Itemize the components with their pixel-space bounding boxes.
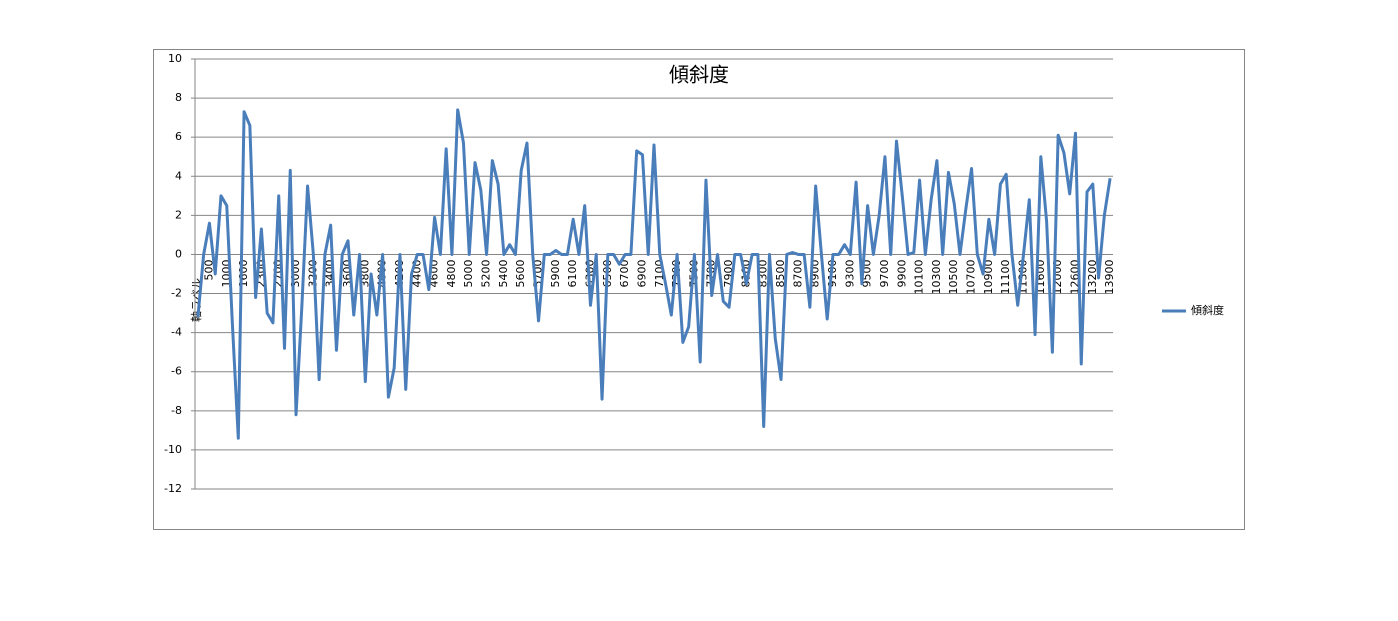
x-tick-label: 10100 — [913, 259, 926, 294]
x-tick-label: 6900 — [635, 259, 648, 287]
y-tick-label: -4 — [171, 326, 182, 339]
x-tick-label: 9300 — [843, 259, 856, 287]
x-tick-label: 5200 — [480, 259, 493, 287]
x-tick-label: 9900 — [895, 259, 908, 287]
x-tick-label: 8500 — [774, 259, 787, 287]
x-tick-label: 13900 — [1103, 259, 1116, 294]
y-tick-label: 2 — [175, 208, 182, 221]
x-tick-label: 9700 — [878, 259, 891, 287]
y-tick-label: 8 — [175, 91, 182, 104]
y-tick-label: -8 — [171, 404, 182, 417]
x-tick-label: 10500 — [947, 259, 960, 294]
x-tick-label: 500 — [202, 259, 215, 280]
y-tick-label: -12 — [164, 482, 182, 495]
legend-label: 傾斜度 — [1191, 303, 1224, 317]
x-tick-label: 8700 — [791, 259, 804, 287]
x-tick-label: 13200 — [1086, 259, 1099, 294]
x-tick-label: 4800 — [445, 259, 458, 287]
y-tick-label: -6 — [171, 365, 182, 378]
y-tick-label: 10 — [168, 52, 182, 65]
y-tick-label: 0 — [175, 247, 182, 260]
x-tick-label: 5900 — [549, 259, 562, 287]
y-tick-label: 6 — [175, 130, 182, 143]
x-tick-label: 5600 — [514, 259, 527, 287]
chart-title: 傾斜度 — [669, 63, 729, 87]
x-tick-label: 10300 — [930, 259, 943, 294]
data-line — [196, 108, 1112, 440]
x-tick-label: 5400 — [497, 259, 510, 287]
x-tick-label: 1600 — [237, 259, 250, 287]
x-tick-label: 6100 — [566, 259, 579, 287]
y-tick-label: -2 — [171, 287, 182, 300]
x-tick-label: 5000 — [462, 259, 475, 287]
y-tick-label: 4 — [175, 169, 182, 182]
x-tick-label: 10700 — [965, 259, 978, 294]
x-tick-label: 6700 — [618, 259, 631, 287]
x-tick-label: 11100 — [999, 259, 1012, 294]
y-tick-label: -10 — [164, 443, 182, 456]
